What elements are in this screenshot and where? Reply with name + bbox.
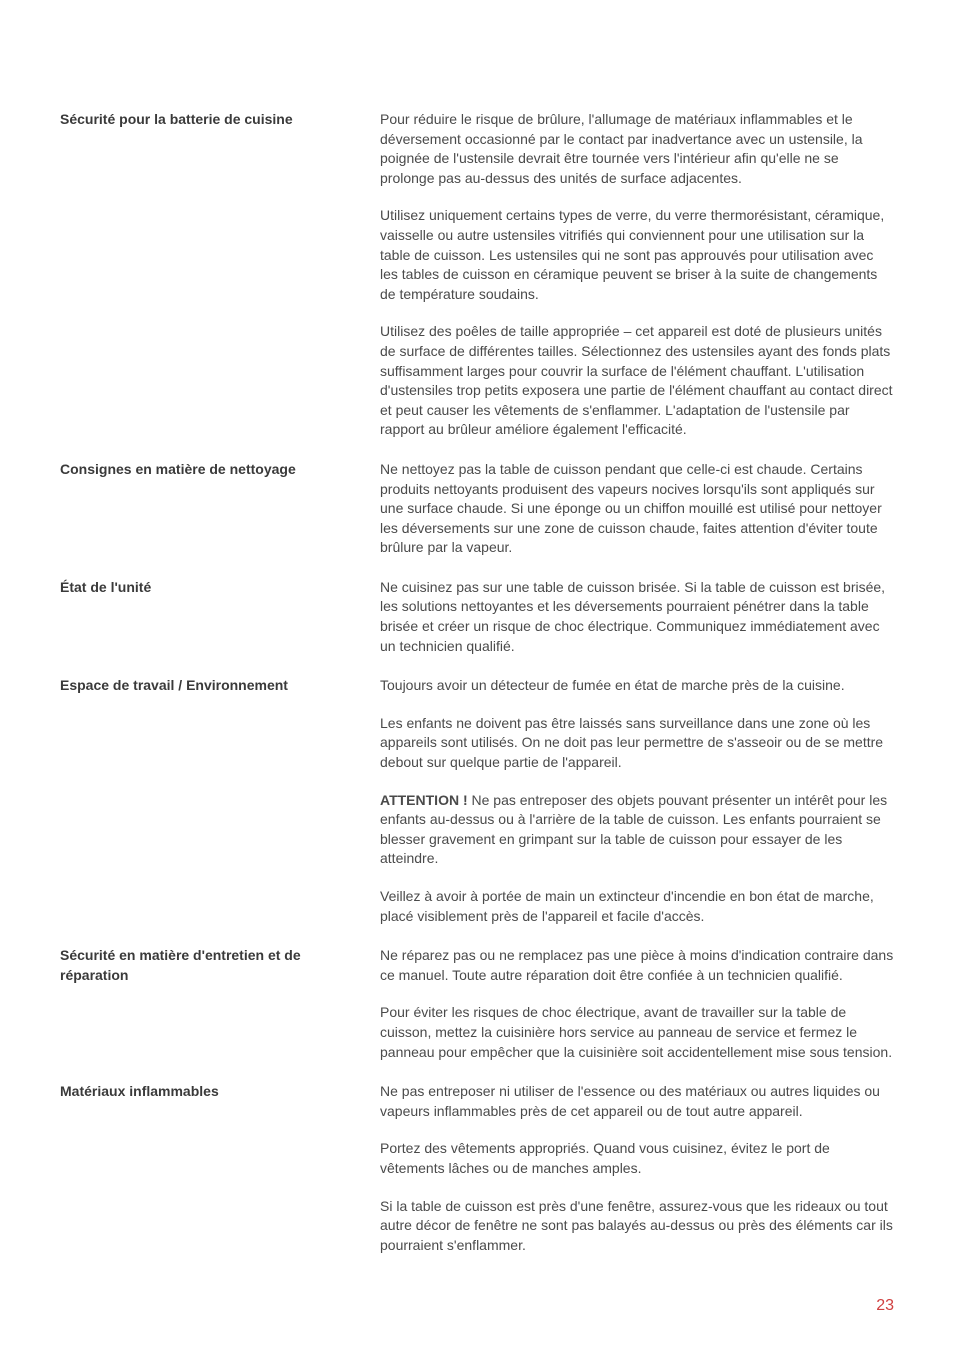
paragraph: Ne nettoyez pas la table de cuisson pend… bbox=[380, 460, 894, 558]
section-heading: Sécurité pour la batterie de cuisine bbox=[60, 110, 380, 440]
section: Matériaux inflammablesNe pas entreposer … bbox=[60, 1082, 894, 1255]
paragraph: Toujours avoir un détecteur de fumée en … bbox=[380, 676, 894, 696]
paragraph-text: Veillez à avoir à portée de main un exti… bbox=[380, 888, 874, 924]
document-body: Sécurité pour la batterie de cuisinePour… bbox=[60, 110, 894, 1255]
paragraph: ATTENTION ! Ne pas entreposer des objets… bbox=[380, 791, 894, 869]
paragraph-text: Toujours avoir un détecteur de fumée en … bbox=[380, 677, 845, 693]
section-content: Pour réduire le risque de brûlure, l'all… bbox=[380, 110, 894, 440]
paragraph: Pour éviter les risques de choc électriq… bbox=[380, 1003, 894, 1062]
section-heading: Consignes en matière de nettoyage bbox=[60, 460, 380, 558]
section-content: Ne cuisinez pas sur une table de cuisson… bbox=[380, 578, 894, 656]
section-content: Toujours avoir un détecteur de fumée en … bbox=[380, 676, 894, 926]
section-content: Ne réparez pas ou ne remplacez pas une p… bbox=[380, 946, 894, 1062]
paragraph-text: Si la table de cuisson est près d'une fe… bbox=[380, 1198, 893, 1253]
section: Espace de travail / EnvironnementToujour… bbox=[60, 676, 894, 926]
paragraph-text: Ne réparez pas ou ne remplacez pas une p… bbox=[380, 947, 893, 983]
section: Consignes en matière de nettoyageNe nett… bbox=[60, 460, 894, 558]
paragraph: Ne cuisinez pas sur une table de cuisson… bbox=[380, 578, 894, 656]
paragraph: Pour réduire le risque de brûlure, l'all… bbox=[380, 110, 894, 188]
paragraph: Portez des vêtements appropriés. Quand v… bbox=[380, 1139, 894, 1178]
paragraph-text: Ne pas entreposer ni utiliser de l'essen… bbox=[380, 1083, 880, 1119]
attention-prefix: ATTENTION ! bbox=[380, 792, 468, 808]
paragraph: Ne pas entreposer ni utiliser de l'essen… bbox=[380, 1082, 894, 1121]
paragraph: Veillez à avoir à portée de main un exti… bbox=[380, 887, 894, 926]
section-heading: Espace de travail / Environnement bbox=[60, 676, 380, 926]
section: Sécurité en matière d'entretien et de ré… bbox=[60, 946, 894, 1062]
paragraph: Les enfants ne doivent pas être laissés … bbox=[380, 714, 894, 773]
section-content: Ne nettoyez pas la table de cuisson pend… bbox=[380, 460, 894, 558]
paragraph-text: Utilisez des poêles de taille appropriée… bbox=[380, 323, 893, 437]
paragraph-text: Portez des vêtements appropriés. Quand v… bbox=[380, 1140, 830, 1176]
paragraph: Utilisez uniquement certains types de ve… bbox=[380, 206, 894, 304]
section: Sécurité pour la batterie de cuisinePour… bbox=[60, 110, 894, 440]
section-content: Ne pas entreposer ni utiliser de l'essen… bbox=[380, 1082, 894, 1255]
page-number: 23 bbox=[60, 1295, 894, 1317]
paragraph-text: Pour éviter les risques de choc électriq… bbox=[380, 1004, 892, 1059]
paragraph: Utilisez des poêles de taille appropriée… bbox=[380, 322, 894, 440]
paragraph-text: Ne nettoyez pas la table de cuisson pend… bbox=[380, 461, 882, 555]
section-heading: Matériaux inflammables bbox=[60, 1082, 380, 1255]
paragraph: Si la table de cuisson est près d'une fe… bbox=[380, 1197, 894, 1256]
paragraph-text: Utilisez uniquement certains types de ve… bbox=[380, 207, 884, 301]
paragraph-text: Ne cuisinez pas sur une table de cuisson… bbox=[380, 579, 885, 654]
paragraph-text: Les enfants ne doivent pas être laissés … bbox=[380, 715, 883, 770]
section-heading: Sécurité en matière d'entretien et de ré… bbox=[60, 946, 380, 1062]
paragraph-text: Pour réduire le risque de brûlure, l'all… bbox=[380, 111, 863, 186]
paragraph: Ne réparez pas ou ne remplacez pas une p… bbox=[380, 946, 894, 985]
section: État de l'unitéNe cuisinez pas sur une t… bbox=[60, 578, 894, 656]
section-heading: État de l'unité bbox=[60, 578, 380, 656]
